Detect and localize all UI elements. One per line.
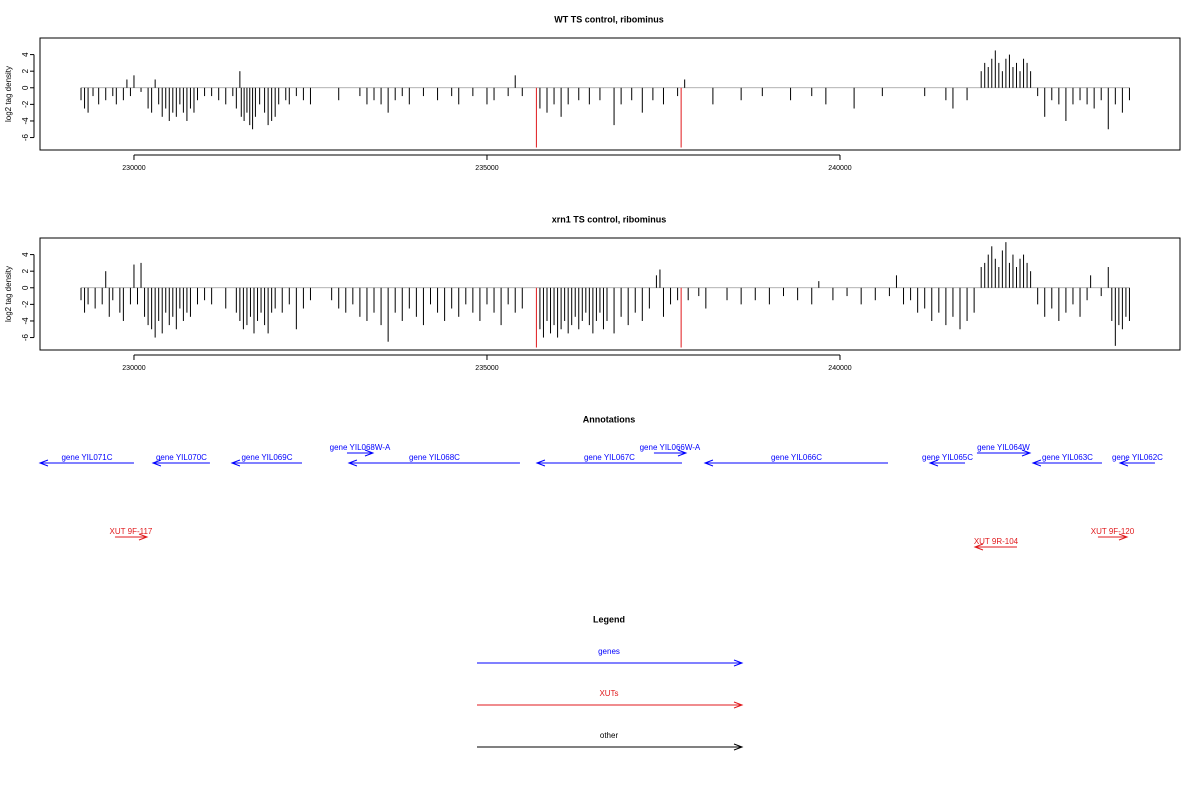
feature-arrow-head — [364, 449, 375, 457]
y-tick-label: -6 — [21, 133, 30, 141]
legend-arrow-head — [733, 701, 744, 709]
annotations-title: Annotations — [583, 414, 636, 424]
x-tick-label: 235000 — [475, 165, 498, 172]
feature-arrow-head — [928, 459, 939, 467]
plot-frame — [39, 37, 1181, 151]
feature-arrow-head — [1021, 449, 1032, 457]
feature-label: gene YIL068C — [409, 453, 460, 462]
y-tick-label: 0 — [21, 285, 30, 290]
feature-arrow-head — [1118, 459, 1129, 467]
feature-label: XUT 9F-120 — [1091, 527, 1135, 536]
legend-arrow-head — [733, 743, 744, 751]
feature-arrow-head — [347, 459, 358, 467]
feature-label: XUT 9R-104 — [974, 537, 1019, 546]
y-tick-label: -4 — [21, 117, 30, 125]
feature-label: gene YIL068W-A — [330, 443, 391, 452]
y-tick-label: -2 — [21, 100, 30, 108]
y-tick-label: 4 — [21, 252, 30, 257]
y-tick-label: -6 — [21, 333, 30, 341]
feature-arrow-head — [1118, 533, 1129, 541]
feature-label: gene YIL071C — [61, 453, 112, 462]
feature-label: XUT 9F-117 — [110, 527, 153, 536]
chart-title: WT TS control, ribominus — [554, 14, 664, 24]
feature-label: gene YIL065C — [922, 453, 973, 462]
feature-arrow-head — [138, 533, 149, 541]
feature-arrow-head — [677, 449, 688, 457]
y-tick-label: 4 — [21, 52, 30, 57]
feature-arrow-head — [1031, 459, 1042, 467]
legend-title: Legend — [593, 614, 625, 624]
y-tick-label: 0 — [21, 85, 30, 90]
x-tick-label: 230000 — [122, 365, 145, 372]
feature-arrow-head — [151, 459, 162, 467]
y-axis-label: log2 tag density — [4, 266, 13, 322]
feature-label: gene YIL062C — [1112, 453, 1163, 462]
x-tick-label: 235000 — [475, 365, 498, 372]
feature-arrow-head — [535, 459, 546, 467]
plot-frame — [39, 237, 1181, 351]
legend-label: XUTs — [599, 689, 618, 698]
y-axis-label: log2 tag density — [4, 66, 13, 122]
feature-arrow-head — [973, 543, 984, 551]
legend-label: genes — [598, 647, 620, 656]
feature-arrow-head — [230, 459, 241, 467]
x-tick-label: 230000 — [122, 165, 145, 172]
feature-label: gene YIL070C — [156, 453, 207, 462]
feature-label: gene YIL064W — [977, 443, 1030, 452]
y-tick-label: -2 — [21, 300, 30, 308]
legend-arrow-head — [733, 659, 744, 667]
x-tick-label: 240000 — [828, 365, 851, 372]
feature-arrow-head — [703, 459, 714, 467]
feature-label: gene YIL069C — [241, 453, 292, 462]
feature-label: gene YIL063C — [1042, 453, 1093, 462]
feature-label: gene YIL066W-A — [640, 443, 701, 452]
x-tick-label: 240000 — [828, 165, 851, 172]
feature-arrow-head — [38, 459, 49, 467]
feature-label: gene YIL066C — [771, 453, 822, 462]
chart-title: xrn1 TS control, ribominus — [552, 214, 667, 224]
feature-label: gene YIL067C — [584, 453, 635, 462]
y-tick-label: 2 — [21, 68, 30, 73]
legend-label: other — [600, 731, 619, 740]
y-tick-label: 2 — [21, 268, 30, 273]
y-tick-label: -4 — [21, 317, 30, 325]
